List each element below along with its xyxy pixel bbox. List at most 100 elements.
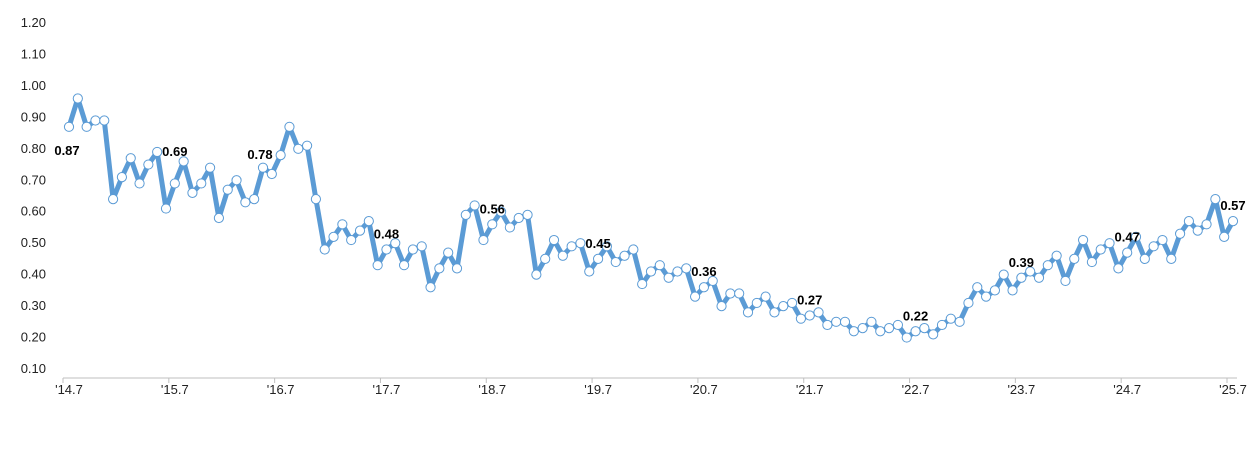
y-tick-label: 0.50 [21,235,46,250]
x-tick-label: '22.7 [902,382,930,397]
data-point [275,150,286,161]
data-point [654,260,665,271]
data-point [681,263,692,274]
data-point [310,194,322,205]
data-point [116,172,128,183]
data-point [1227,216,1239,227]
data-point [1104,238,1115,249]
data-point [513,212,524,224]
data-point [478,234,489,246]
x-tick-label: '21.7 [796,382,824,397]
data-point [301,140,313,151]
data-point [998,269,1009,280]
data-point [293,143,304,154]
data-point [1166,253,1177,265]
data-label: 0.47 [1115,230,1140,245]
data-point [354,225,366,236]
data-point [125,153,136,164]
data-point [372,260,383,271]
data-point [610,256,621,268]
data-point [1069,253,1080,265]
data-label: 0.57 [1220,198,1245,213]
data-point [1183,216,1195,227]
data-label: 0.39 [1009,255,1034,270]
data-point [81,121,92,132]
data-point [928,329,939,340]
x-tick-label: '14.7 [55,382,83,397]
data-point [804,310,815,321]
y-tick-label: 0.80 [21,141,46,156]
data-point [557,250,568,261]
series-line-path [66,95,1236,341]
data-point [954,316,965,327]
data-label: 0.45 [585,236,610,251]
data-point [434,263,445,274]
y-tick-label: 0.30 [21,298,46,313]
data-point [196,178,207,189]
data-point [1113,263,1124,274]
y-axis: 0.10 0.20 0.30 0.40 0.50 0.60 0.70 0.80 0.90 1.00… [21,15,46,376]
data-point [795,313,807,324]
data-point [160,203,172,214]
x-axis: '14.7 '15.7 '16.7 '17.7 '18.7 '19.7 '20.7 '21.7… [55,377,1247,397]
data-point [1016,272,1027,283]
data-point [1192,225,1203,236]
data-point [204,162,216,173]
data-point [936,319,948,331]
data-point [540,253,551,265]
data-point [945,313,956,324]
data-label: 0.27 [797,293,822,308]
data-point [487,219,498,230]
data-point [169,178,180,189]
data-point [1077,234,1089,246]
data-point [883,323,895,334]
data-point [284,121,295,132]
y-tick-label: 1.10 [21,46,46,61]
data-point [848,326,859,337]
data-point [1095,244,1106,255]
data-point [919,323,930,334]
data-label: 0.78 [247,147,272,162]
data-point [1201,219,1212,230]
data-label: 0.48 [374,226,399,241]
data-point [707,275,718,287]
data-point [592,253,604,265]
data-point [910,326,921,337]
data-point [1122,247,1133,258]
data-point [266,168,277,180]
data-point [892,319,904,331]
data-point [839,316,851,327]
x-tick-label: '19.7 [584,382,612,397]
y-tick-label: 1.20 [21,15,46,30]
data-point [495,206,507,217]
data-point [672,266,683,277]
data-point [1033,272,1045,283]
data-point [901,332,912,343]
data-point [689,291,701,302]
data-point [980,291,992,302]
x-tick-label: '18.7 [478,382,506,397]
data-point [63,121,75,132]
data-point [460,209,471,220]
data-point [346,234,357,246]
data-point [972,282,983,293]
data-point [1060,275,1071,287]
data-point [857,323,868,334]
data-point [813,307,824,318]
data-label: 0.36 [691,264,716,279]
y-tick-label: 0.20 [21,330,46,345]
data-point [178,156,189,167]
data-point [1086,256,1098,268]
data-point [231,175,242,186]
data-point [249,194,260,205]
data-point [1042,260,1053,271]
series-line [66,95,1236,341]
data-point [240,197,251,208]
data-point [134,178,145,189]
data-point [451,263,463,274]
x-tick-label: '24.7 [1113,382,1141,397]
data-label: 0.87 [54,143,79,158]
data-point [601,241,613,252]
data-point [504,222,516,233]
